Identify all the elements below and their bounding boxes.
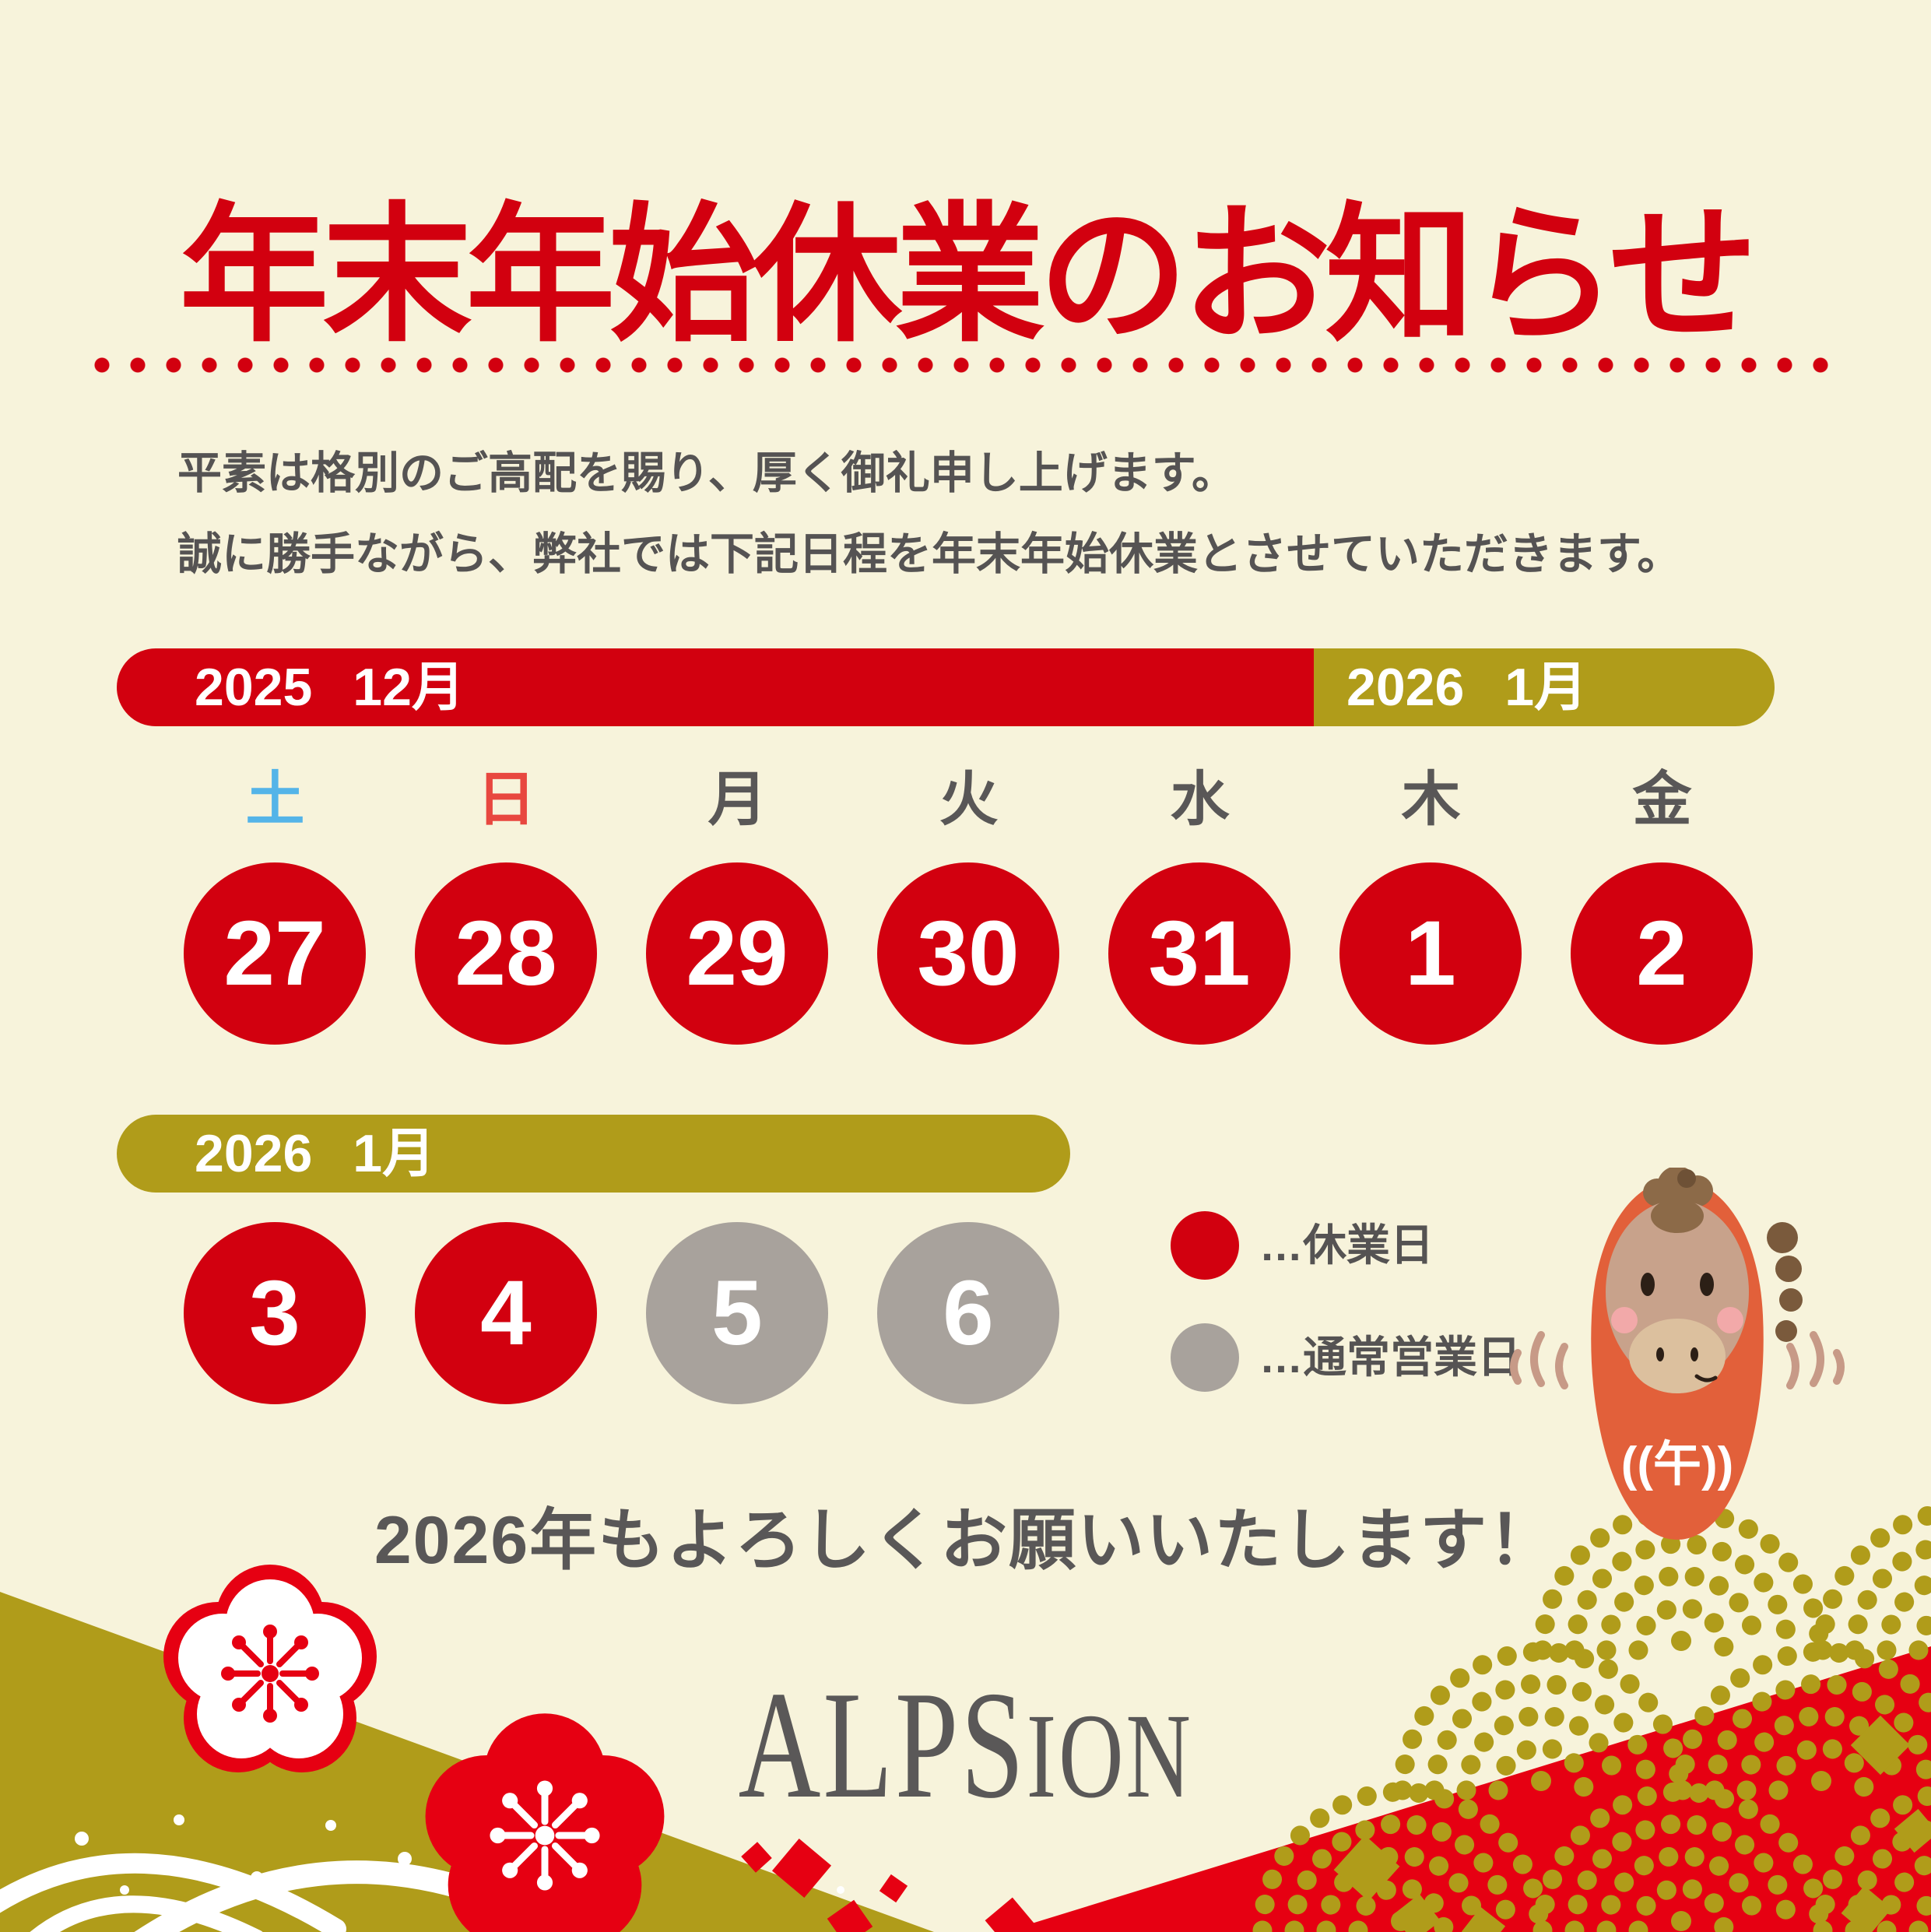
date-circle-29: 29: [646, 862, 828, 1045]
weekday-tue: 火: [939, 767, 999, 833]
dotted-divider: [93, 357, 1843, 374]
weekday-fri: 金: [1632, 767, 1692, 833]
weekday-sat: 土: [245, 767, 305, 833]
page-title: 年末年始休業のお知らせ: [179, 191, 1757, 359]
weekday-thu: 木: [1401, 767, 1461, 833]
calendar-bar-january: 2026 1月: [117, 1115, 1070, 1193]
date-circle-6: 6: [877, 1222, 1059, 1404]
date-circle-3: 3: [184, 1222, 366, 1404]
legend-open-dot: [1171, 1323, 1239, 1392]
weekday-wed: 水: [1170, 767, 1230, 833]
legend-closed-label: …休業日: [1259, 1221, 1434, 1270]
weekday-mon: 月: [707, 767, 767, 833]
confetti-red-icon: [741, 1838, 1036, 1932]
legend-open-label: …通常営業日: [1259, 1333, 1521, 1382]
logo-main: ALPS: [738, 1660, 1027, 1830]
confetti-gold-icon: [1333, 1715, 1931, 1932]
calendar-bar-december: 2025 12月 2026 1月: [117, 648, 1775, 726]
closing-message: 2026年もよろしくお願いいたします！: [374, 1503, 1557, 1578]
date-circle-30: 30: [877, 862, 1059, 1045]
date-circle-5: 5: [646, 1222, 828, 1404]
legend-closed-dot: [1171, 1211, 1239, 1280]
intro-line-2: 誠に勝手ながら、弊社では下記日程を年末年始休業とさせていただきます。: [177, 529, 1682, 579]
logo-sub: ION: [1026, 1688, 1193, 1823]
bar-label-2025-12: 2025 12月: [195, 658, 465, 717]
weekday-sun: 日: [476, 767, 536, 833]
horse-daruma-icon: ((午)): [1510, 1168, 1845, 1540]
date-circle-1: 1: [1339, 862, 1522, 1045]
bar-label-2026-1b: 2026 1月: [195, 1124, 436, 1183]
date-circle-27: 27: [184, 862, 366, 1045]
date-circle-2: 2: [1571, 862, 1753, 1045]
company-logo: ALPSION: [0, 1656, 1931, 1833]
bar-segment-december: [117, 648, 1314, 726]
daruma-belly-text: ((午)): [1621, 1438, 1734, 1491]
date-circle-4: 4: [415, 1222, 597, 1404]
date-circle-31: 31: [1108, 862, 1290, 1045]
date-circle-28: 28: [415, 862, 597, 1045]
intro-text: 平素は格別のご高配を賜り、厚く御礼申し上げます。 誠に勝手ながら、弊社では下記日…: [177, 433, 1681, 595]
plum-blossom-white-icon: [163, 1565, 377, 1772]
bar-segment-january: [1314, 648, 1775, 726]
intro-line-1: 平素は格別のご高配を賜り、厚く御礼申し上げます。: [177, 448, 1237, 498]
bar-label-2026-1: 2026 1月: [1346, 658, 1588, 717]
shake-lines: [1510, 1331, 1845, 1389]
plum-blossom-red-icon: [425, 1713, 665, 1932]
